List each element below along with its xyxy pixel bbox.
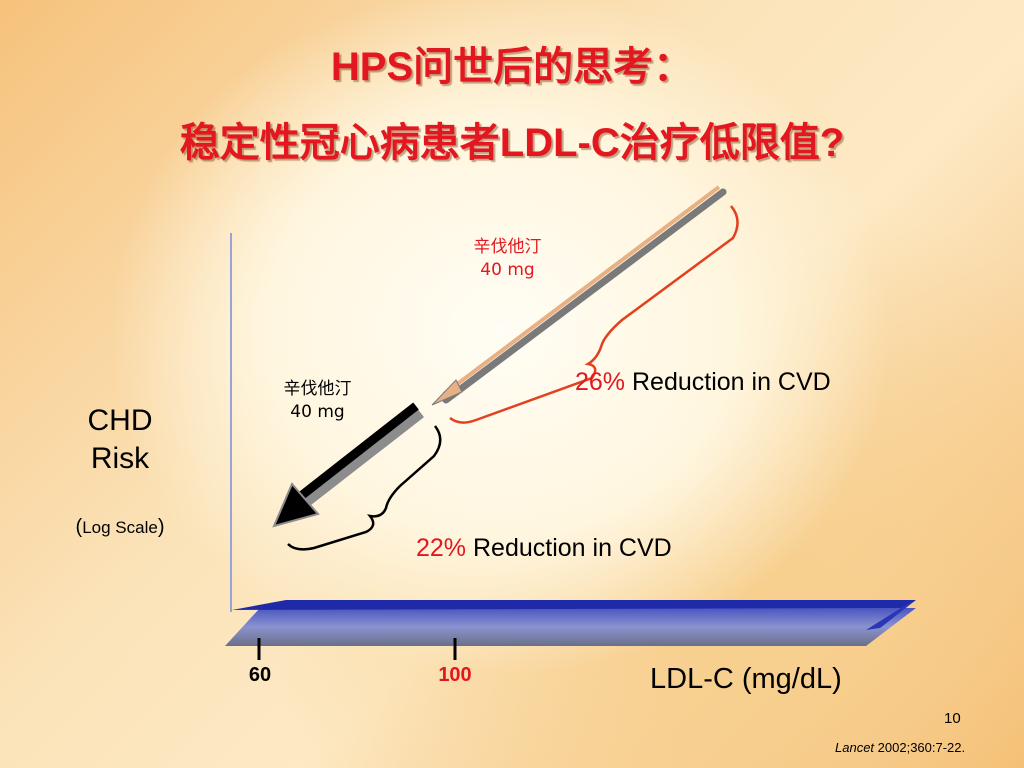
lower-reduction-text: 22% Reduction in CVD [416,534,672,563]
slide-title-line2: 稳定性冠心病患者LDL-C治疗低限值? [179,121,845,165]
upper-reduction-pct: 26% [575,368,626,396]
x-axis-bar-top [232,600,916,610]
citation: Lancet 2002;360:7-22. [835,740,965,755]
x-axis-bar-side [866,600,916,630]
y-axis-label-line2: Risk [90,442,150,475]
lower-arrow-drug: 辛伐他汀 [283,379,352,399]
x-axis-label: LDL-C (mg/dL) [650,663,842,695]
y-scale-text: Log Scale [82,518,158,537]
lower-arrow-label: 辛伐他汀 40 mg [265,378,370,424]
upper-arrow [431,185,727,406]
lower-arrow [272,402,424,528]
upper-arrow-dose: 40 mg [480,260,535,280]
x-axis-floor [225,608,916,646]
y-axis-scale-note: (Log Scale) [40,516,200,539]
upper-reduction-text: 26% Reduction in CVD [575,368,831,397]
upper-reduction-label: Reduction in CVD [625,368,831,396]
lower-reduction-brace [287,425,442,551]
y-axis-label-line1: CHD [87,404,153,437]
x-tick-label-100: 100 [438,664,472,686]
y-axis-label: CHD Risk [58,402,182,478]
slide-title-line1: HPS问世后的思考： [330,45,694,89]
lower-reduction-label: Reduction in CVD [466,534,672,562]
citation-details: 2002;360:7-22. [874,740,966,755]
y-scale-open: ( [75,516,83,538]
upper-arrow-drug: 辛伐他汀 [473,237,542,257]
lower-arrow-dose: 40 mg [290,402,345,422]
lower-reduction-pct: 22% [416,534,467,562]
upper-arrow-label: 辛伐他汀 40 mg [455,236,560,282]
page-number: 10 [944,710,961,727]
citation-journal: Lancet [835,740,875,755]
x-tick-label-60: 60 [248,664,272,686]
y-scale-close: ) [157,516,165,538]
upper-reduction-brace [449,205,739,424]
